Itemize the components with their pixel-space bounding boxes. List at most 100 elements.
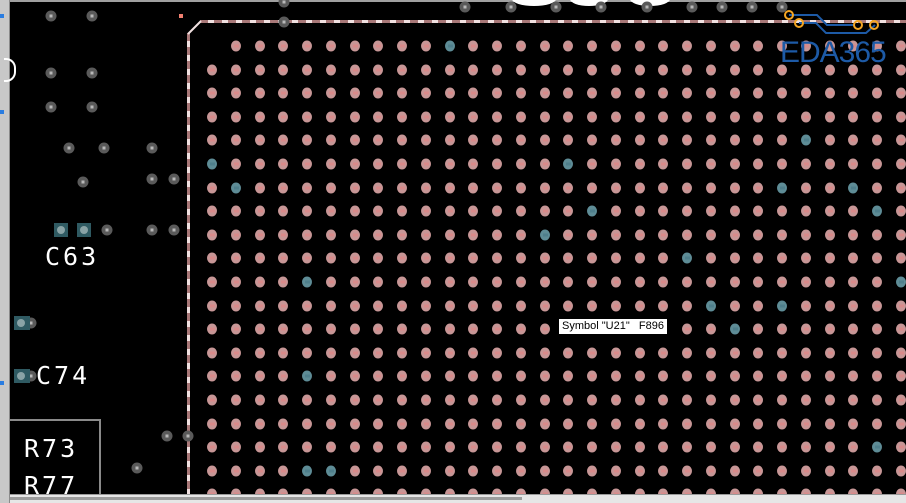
bga-pad[interactable] xyxy=(444,276,455,288)
bga-pad[interactable] xyxy=(230,134,241,146)
bga-pad[interactable] xyxy=(872,418,882,430)
bga-pad[interactable] xyxy=(230,87,241,99)
bga-pad[interactable] xyxy=(729,465,740,477)
bga-pad[interactable] xyxy=(587,441,597,453)
bga-pad[interactable] xyxy=(895,87,906,99)
bga-pad[interactable] xyxy=(539,276,550,288)
bga-pad[interactable] xyxy=(824,370,835,382)
bga-pad[interactable] xyxy=(563,111,574,123)
bga-pad[interactable] xyxy=(492,370,502,382)
via[interactable] xyxy=(278,16,290,28)
bga-pad[interactable] xyxy=(895,465,906,477)
bga-pad[interactable] xyxy=(468,205,479,217)
bga-pad[interactable] xyxy=(207,205,217,217)
bga-pad[interactable] xyxy=(872,229,882,241)
bga-pad[interactable] xyxy=(777,394,787,406)
bga-pad[interactable] xyxy=(207,465,217,477)
bga-pad[interactable] xyxy=(302,134,312,146)
bga-pad[interactable] xyxy=(658,134,669,146)
bga-pad[interactable] xyxy=(729,252,740,264)
bga-pad[interactable] xyxy=(325,300,336,312)
via[interactable] xyxy=(505,1,517,13)
bga-pad[interactable] xyxy=(563,370,574,382)
bga-pad[interactable] xyxy=(800,64,811,76)
bga-pad[interactable] xyxy=(729,40,740,52)
bga-pad[interactable] xyxy=(634,418,645,430)
bga-pad[interactable] xyxy=(254,276,265,288)
bga-pad[interactable] xyxy=(539,418,550,430)
bga-pad[interactable] xyxy=(302,229,312,241)
bga-pad[interactable] xyxy=(420,370,431,382)
bga-pad[interactable] xyxy=(325,87,336,99)
bga-pad[interactable] xyxy=(824,465,835,477)
bga-pad[interactable] xyxy=(539,182,550,194)
bga-pad[interactable] xyxy=(302,40,312,52)
bga-pad[interactable] xyxy=(800,252,811,264)
bga-pad[interactable] xyxy=(753,347,764,359)
bga-pad[interactable] xyxy=(539,158,550,170)
bga-pad[interactable] xyxy=(539,394,550,406)
bga-pad[interactable] xyxy=(230,205,241,217)
bga-pad[interactable] xyxy=(824,64,835,76)
bga-pad[interactable] xyxy=(777,418,787,430)
bga-pad[interactable] xyxy=(682,323,692,335)
bga-pad[interactable] xyxy=(777,229,787,241)
bga-pad[interactable] xyxy=(872,370,882,382)
bga-pad[interactable] xyxy=(397,465,407,477)
bga-pad[interactable] xyxy=(397,111,407,123)
bga-pad[interactable] xyxy=(349,441,360,453)
bga-pad[interactable] xyxy=(254,465,265,477)
bga-pad[interactable] xyxy=(895,418,906,430)
bga-pad[interactable] xyxy=(610,465,621,477)
bga-pad[interactable] xyxy=(539,40,550,52)
bga-pad[interactable] xyxy=(207,87,217,99)
bga-pad[interactable] xyxy=(302,370,312,382)
bga-pad[interactable] xyxy=(682,111,692,123)
bga-pad[interactable] xyxy=(895,441,906,453)
bga-pad[interactable] xyxy=(420,276,431,288)
bga-pad[interactable] xyxy=(397,418,407,430)
bga-pad[interactable] xyxy=(563,229,574,241)
bga-pad[interactable] xyxy=(777,111,787,123)
bga-pad[interactable] xyxy=(705,64,716,76)
bga-pad[interactable] xyxy=(254,323,265,335)
bga-pad[interactable] xyxy=(800,111,811,123)
bga-pad[interactable] xyxy=(729,111,740,123)
bga-pad[interactable] xyxy=(587,394,597,406)
bga-pad[interactable] xyxy=(563,205,574,217)
bga-pad[interactable] xyxy=(587,205,597,217)
bga-pad[interactable] xyxy=(278,323,289,335)
via[interactable] xyxy=(686,1,698,13)
via[interactable] xyxy=(86,101,98,113)
bga-pad[interactable] xyxy=(397,394,407,406)
bga-pad[interactable] xyxy=(824,300,835,312)
bga-pad[interactable] xyxy=(349,182,360,194)
bga-pad[interactable] xyxy=(302,323,312,335)
bga-pad[interactable] xyxy=(230,323,241,335)
bga-pad[interactable] xyxy=(800,205,811,217)
bga-pad[interactable] xyxy=(610,64,621,76)
bga-pad[interactable] xyxy=(373,441,384,453)
bga-pad[interactable] xyxy=(278,300,289,312)
bga-pad[interactable] xyxy=(373,394,384,406)
bga-pad[interactable] xyxy=(587,276,597,288)
bga-pad[interactable] xyxy=(539,87,550,99)
bga-pad[interactable] xyxy=(634,347,645,359)
bga-pad[interactable] xyxy=(634,111,645,123)
bga-pad[interactable] xyxy=(634,300,645,312)
bga-pad[interactable] xyxy=(753,64,764,76)
bga-pad[interactable] xyxy=(800,441,811,453)
bga-pad[interactable] xyxy=(895,134,906,146)
via[interactable] xyxy=(746,1,758,13)
bga-pad[interactable] xyxy=(539,323,550,335)
bga-pad[interactable] xyxy=(254,394,265,406)
bga-pad[interactable] xyxy=(444,40,455,52)
bga-pad[interactable] xyxy=(824,40,835,52)
bga-pad[interactable] xyxy=(207,182,217,194)
bga-pad[interactable] xyxy=(895,370,906,382)
bga-pad[interactable] xyxy=(468,40,479,52)
bga-pad[interactable] xyxy=(420,158,431,170)
bga-pad[interactable] xyxy=(682,370,692,382)
bga-pad[interactable] xyxy=(729,418,740,430)
bga-pad[interactable] xyxy=(278,64,289,76)
